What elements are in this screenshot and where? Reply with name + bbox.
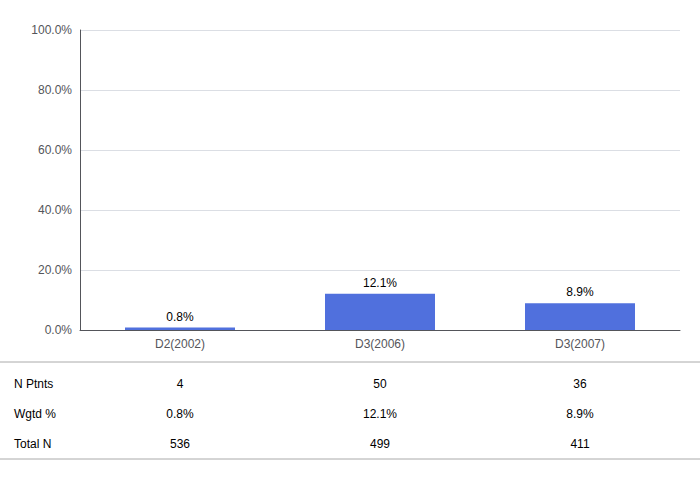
svg-text:8.9%: 8.9%	[566, 407, 594, 421]
svg-text:0.8%: 0.8%	[166, 407, 194, 421]
svg-text:60.0%: 60.0%	[38, 143, 72, 157]
svg-text:12.1%: 12.1%	[363, 407, 397, 421]
svg-text:D2(2002): D2(2002)	[155, 337, 205, 351]
svg-text:50: 50	[373, 377, 387, 391]
svg-text:Total N: Total N	[14, 437, 51, 451]
svg-text:0.0%: 0.0%	[45, 323, 73, 337]
svg-text:40.0%: 40.0%	[38, 203, 72, 217]
svg-text:D3(2007): D3(2007)	[555, 337, 605, 351]
svg-text:36: 36	[573, 377, 587, 391]
svg-text:20.0%: 20.0%	[38, 263, 72, 277]
svg-text:D3(2006): D3(2006)	[355, 337, 405, 351]
svg-text:8.9%: 8.9%	[566, 285, 594, 299]
svg-text:100.0%: 100.0%	[31, 23, 72, 37]
svg-text:536: 536	[170, 437, 190, 451]
svg-text:Wgtd %: Wgtd %	[14, 407, 56, 421]
svg-text:N Ptnts: N Ptnts	[14, 377, 53, 391]
svg-text:80.0%: 80.0%	[38, 83, 72, 97]
svg-text:4: 4	[177, 377, 184, 391]
svg-text:0.8%: 0.8%	[166, 310, 194, 324]
svg-text:499: 499	[370, 437, 390, 451]
svg-text:12.1%: 12.1%	[363, 276, 397, 290]
svg-text:411: 411	[570, 437, 589, 451]
